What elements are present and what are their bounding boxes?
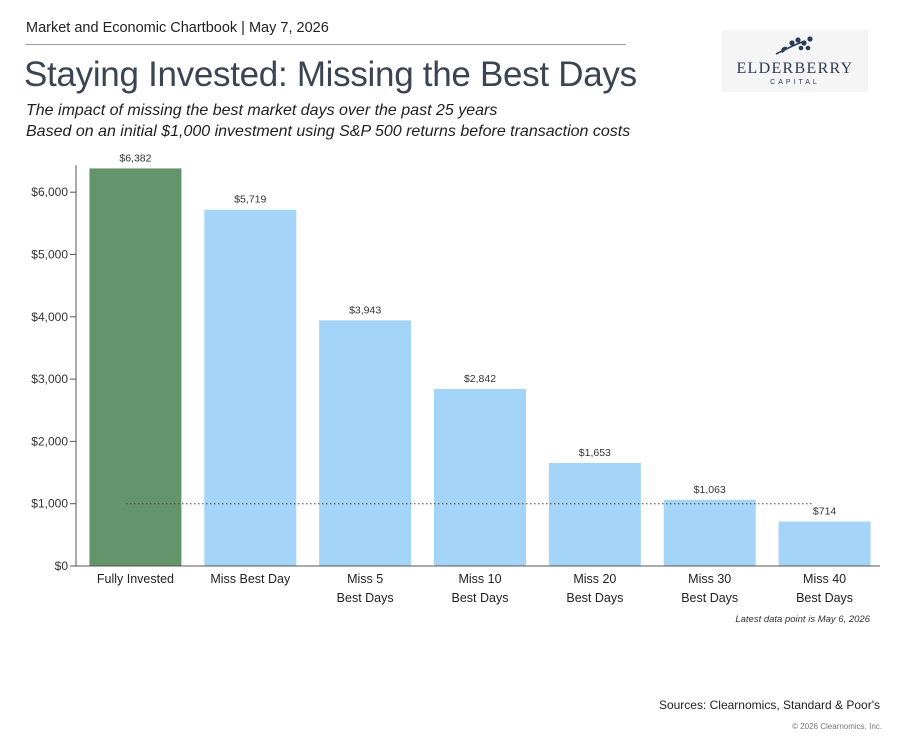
category-label: Miss 30 Best Days (681, 572, 738, 605)
elderberry-cluster-icon (775, 36, 813, 55)
bar-value-label: $5,719 (234, 194, 266, 206)
bar-value-label: $714 (813, 506, 837, 518)
data-note: Latest data point is May 6, 2026 (735, 614, 870, 625)
bar-value-label: $6,382 (119, 152, 151, 164)
company-logo: ELDERBERRY CAPITAL (722, 30, 868, 92)
y-tick-label: $4,000 (31, 310, 68, 324)
bar-chart: $0 $1,000 $2,000 $3,000 $4,000 $5,000 $6,000 $6… (31, 152, 880, 605)
category-label: Miss 20 Best Days (566, 572, 623, 605)
bar-value-label: $1,653 (579, 447, 611, 459)
y-tick-label: $3,000 (31, 372, 68, 386)
sources-line: Sources: Clearnomics, Standard & Poor's (658, 698, 880, 712)
y-tick-label: $0 (55, 559, 69, 573)
bar-value-label: $1,063 (694, 484, 726, 496)
bar (434, 388, 526, 566)
y-tick-label: $6,000 (31, 185, 68, 199)
y-tick-label: $1,000 (31, 497, 68, 511)
subtitle-impact: The impact of missing the best market da… (26, 102, 498, 119)
bar-value-label: $2,842 (464, 373, 496, 385)
chartbook-header: Market and Economic Chartbook | May 7, 2… (26, 20, 329, 36)
y-tick-label: $2,000 (31, 434, 68, 448)
copyright: © 2026 Clearnomics, Inc. (792, 722, 882, 731)
bar (548, 463, 641, 566)
bar (319, 320, 412, 566)
bar (89, 168, 182, 566)
logo-name: ELDERBERRY (736, 60, 854, 77)
y-tick-label: $5,000 (31, 248, 68, 262)
category-label: Miss 5 Best Days (337, 572, 394, 605)
logo-tagline: CAPITAL (770, 79, 820, 86)
page-title: Staying Invested: Missing the Best Days (24, 55, 637, 94)
category-label: Miss 10 Best Days (452, 572, 509, 605)
category-label: Fully Invested (97, 572, 174, 586)
bar (204, 209, 297, 566)
bar (663, 499, 756, 566)
bar (778, 521, 871, 566)
category-label: Miss Best Day (210, 572, 291, 586)
subtitle-basis: Based on an initial $1,000 investment us… (26, 123, 631, 140)
header-divider (26, 44, 626, 45)
category-label: Miss 40 Best Days (796, 572, 853, 605)
bar-value-label: $3,943 (349, 304, 381, 316)
